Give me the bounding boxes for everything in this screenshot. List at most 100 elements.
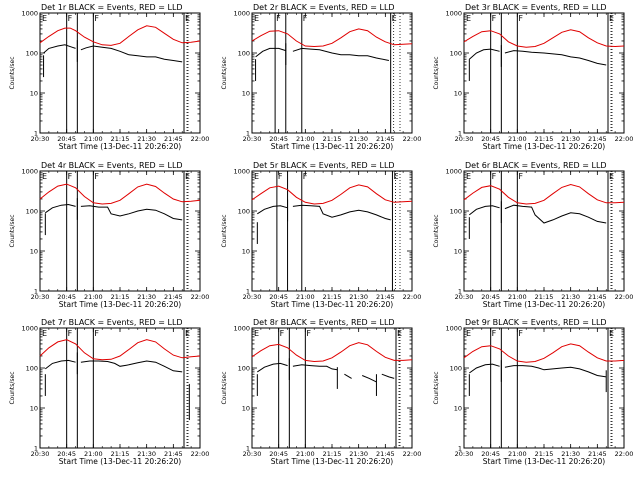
- flag-label: E: [185, 329, 190, 338]
- x-tick-label: 21:00: [84, 135, 103, 143]
- flag-label: F: [518, 172, 523, 181]
- flag-label: E: [466, 14, 471, 23]
- y-tick-label: 1: [246, 287, 250, 295]
- flag-label: F: [492, 172, 497, 181]
- flag-label: F: [492, 329, 497, 338]
- x-axis-label: Start Time (13-Dec-11 20:26:20): [271, 457, 393, 466]
- x-tick-label: 21:45: [588, 450, 607, 458]
- x-tick-label: 21:00: [508, 293, 527, 301]
- y-tick-label: 100: [238, 207, 250, 215]
- y-axis-label: Counts/sec: [433, 371, 440, 404]
- flag-label: E: [609, 329, 614, 338]
- flag-label: F: [303, 172, 308, 181]
- x-tick-label: 22:00: [191, 293, 210, 301]
- events-series-line: [504, 50, 607, 66]
- lld-series-line: [39, 339, 201, 361]
- y-axis-label: Counts/sec: [9, 56, 16, 89]
- flag-label: F: [68, 172, 73, 181]
- x-tick-label: 22:00: [615, 135, 634, 143]
- y-tick-label: 10: [242, 89, 250, 97]
- y-tick-label: 100: [450, 207, 462, 215]
- x-tick-label: 21:00: [296, 135, 315, 143]
- x-tick-label: 20:45: [57, 450, 76, 458]
- events-series-line: [381, 373, 395, 379]
- flag-label: E: [609, 14, 614, 23]
- x-axis-label: Start Time (13-Dec-11 20:26:20): [59, 457, 181, 466]
- y-tick-label: 1000: [21, 9, 38, 17]
- chart-panel: Det 9r BLACK = Events, RED = LLD 1 10 100 10…: [433, 318, 633, 466]
- y-tick-label: 1: [246, 444, 250, 452]
- x-tick-label: 22:00: [403, 135, 422, 143]
- flag-label: E: [397, 329, 402, 338]
- lld-series-line: [39, 25, 201, 46]
- x-tick-label: 21:15: [323, 293, 342, 301]
- y-axis-label: Counts/sec: [221, 214, 228, 247]
- y-tick-label: 100: [238, 49, 250, 57]
- y-tick-label: 10: [242, 404, 250, 412]
- x-tick-label: 22:00: [191, 135, 210, 143]
- y-tick-label: 1: [458, 287, 462, 295]
- plot-frame: [39, 170, 201, 292]
- flag-label: F: [68, 14, 73, 23]
- flag-label: F: [303, 14, 308, 23]
- x-tick-label: 21:15: [535, 293, 554, 301]
- flag-label: E: [254, 14, 259, 23]
- plot-frame: [251, 170, 413, 292]
- flag-label: F: [68, 329, 73, 338]
- flag-label: E: [466, 329, 471, 338]
- lld-series-line: [251, 342, 413, 363]
- y-tick-label: 1000: [233, 9, 250, 17]
- x-axis-label: Start Time (13-Dec-11 20:26:20): [483, 457, 605, 466]
- x-tick-label: 20:30: [31, 135, 50, 143]
- panel-title: Det 9r BLACK = Events, RED = LLD: [465, 318, 607, 327]
- events-series-line: [292, 364, 338, 371]
- x-tick-label: 21:30: [137, 293, 156, 301]
- flag-label: E: [393, 172, 398, 181]
- x-tick-label: 21:45: [376, 293, 395, 301]
- x-tick-label: 21:00: [508, 450, 527, 458]
- events-series-line: [504, 365, 607, 378]
- y-axis-label: Counts/sec: [433, 214, 440, 247]
- lld-series-line: [463, 183, 625, 205]
- chart-panel: Det 3r BLACK = Events, RED = LLD 1 10 100 10…: [433, 3, 633, 151]
- y-tick-label: 1000: [445, 167, 462, 175]
- panel-title: Det 7r BLACK = Events, RED = LLD: [41, 318, 183, 327]
- y-tick-label: 1: [34, 287, 38, 295]
- flag-label: F: [518, 329, 523, 338]
- x-tick-label: 21:00: [296, 450, 315, 458]
- y-tick-label: 1: [34, 129, 38, 137]
- x-axis-label: Start Time (13-Dec-11 20:26:20): [483, 142, 605, 151]
- y-tick-label: 1000: [21, 167, 38, 175]
- x-tick-label: 21:45: [164, 293, 183, 301]
- x-axis-label: Start Time (13-Dec-11 20:26:20): [271, 300, 393, 309]
- y-tick-label: 100: [238, 364, 250, 372]
- y-tick-label: 10: [454, 247, 462, 255]
- events-series-line: [469, 363, 500, 374]
- x-tick-label: 21:45: [376, 135, 395, 143]
- y-axis-label: Counts/sec: [433, 56, 440, 89]
- x-tick-label: 20:30: [243, 135, 262, 143]
- x-tick-label: 20:45: [481, 135, 500, 143]
- y-tick-label: 100: [26, 364, 38, 372]
- y-tick-label: 100: [26, 207, 38, 215]
- x-tick-label: 20:30: [31, 293, 50, 301]
- chart-panel: Det 1r BLACK = Events, RED = LLD 1 10 100 10…: [9, 3, 209, 151]
- x-tick-label: 21:15: [535, 135, 554, 143]
- events-series-line: [257, 205, 288, 215]
- y-axis-label: Counts/sec: [221, 56, 228, 89]
- x-tick-label: 21:30: [561, 293, 580, 301]
- flag-label: F: [276, 14, 281, 23]
- events-series-line: [80, 205, 183, 221]
- panel-title: Det 4r BLACK = Events, RED = LLD: [41, 161, 183, 170]
- y-tick-label: 10: [242, 247, 250, 255]
- x-tick-label: 21:30: [561, 135, 580, 143]
- y-tick-label: 1: [246, 129, 250, 137]
- x-tick-label: 20:45: [269, 450, 288, 458]
- y-axis-label: Counts/sec: [221, 371, 228, 404]
- flag-label: F: [518, 14, 523, 23]
- lld-series-line: [463, 343, 625, 363]
- chart-panel: Det 2r BLACK = Events, RED = LLD 1 10 100 10…: [221, 3, 421, 151]
- x-tick-label: 21:45: [164, 135, 183, 143]
- flag-label: E: [466, 172, 471, 181]
